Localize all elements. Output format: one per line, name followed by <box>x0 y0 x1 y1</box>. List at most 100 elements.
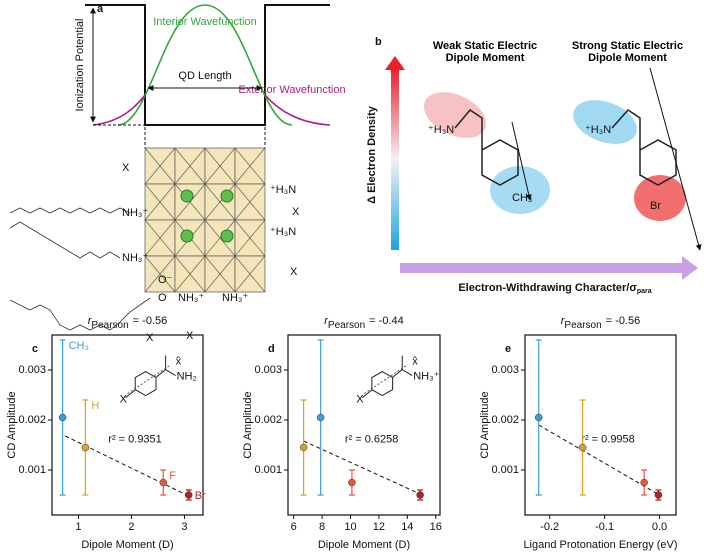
inset-label: NH₃⁺ <box>413 371 439 383</box>
y-tick-label: 0.002 <box>254 414 282 426</box>
annotation: r² = 0.9958 <box>581 433 635 445</box>
ligand-label: X <box>122 162 130 174</box>
lattice-diagonal <box>144 219 176 257</box>
y-axis-label: CD Amplitude <box>242 391 254 458</box>
annotation: r² = 0.6258 <box>345 433 399 445</box>
data-point <box>578 443 587 452</box>
panel-label: a <box>97 3 104 15</box>
x-axis-label: Dipole Moment (D) <box>81 539 173 551</box>
lattice-diagonal <box>204 147 236 185</box>
title-subscript: Pearson <box>91 320 128 331</box>
lattice-diagonal <box>204 255 236 293</box>
inset-axis <box>363 365 407 395</box>
molecule-label: ⁺H₃N <box>428 124 454 136</box>
data-point <box>299 443 308 452</box>
axis-label: Δ Electron Density <box>366 105 378 204</box>
x-tick-label: -0.2 <box>540 521 559 533</box>
ligand-label: ⁺H₃N <box>270 184 296 196</box>
y-tick-label: 0.002 <box>18 414 46 426</box>
potential-label: Ionization Potential <box>74 19 86 112</box>
inset-ring <box>134 371 157 397</box>
title-symbol: r <box>324 315 329 327</box>
ligand-label: X <box>290 266 298 278</box>
cation <box>220 189 234 203</box>
character-arrow-head <box>682 256 698 280</box>
inset-label: NH₂ <box>177 371 197 383</box>
lattice-diagonal <box>144 183 176 221</box>
point-label: CH₃ <box>69 340 89 352</box>
point-label: H <box>91 400 99 412</box>
exterior-label: Exterior Wavefunction <box>238 84 345 96</box>
panel-label: c <box>32 343 38 355</box>
dipole-arrow <box>511 121 532 201</box>
panel-a: a Ionization Potential Interior Wavefunc… <box>9 3 346 344</box>
panel-label: d <box>268 343 275 355</box>
x-axis-label: Ligand Protonation Energy (eV) <box>523 539 677 551</box>
x-tick-label: 0.0 <box>652 521 667 533</box>
y-axis-label: CD Amplitude <box>6 391 18 458</box>
x-tick-label: 3 <box>181 521 187 533</box>
ligand-label: NH₃⁺ <box>178 292 204 304</box>
ligand-label: ⁺H₃N <box>270 226 296 238</box>
y-tick-label: 0.001 <box>254 464 282 476</box>
lattice-diagonal <box>174 147 206 185</box>
title-subscript: Pearson <box>328 320 365 331</box>
lattice-diagonal <box>234 147 266 185</box>
molecule <box>611 109 677 186</box>
x-tick-label: 8 <box>319 521 325 533</box>
chart-title: rPearson = -0.44 <box>324 315 403 331</box>
title-box: Strong Static Electric Dipole Moment <box>572 40 683 64</box>
chart-title: rPearson = -0.56 <box>561 315 640 331</box>
inset-ring <box>371 371 394 397</box>
x-tick-label: 16 <box>430 521 442 533</box>
cation <box>180 229 194 243</box>
x-tick-label: 6 <box>291 521 297 533</box>
data-point <box>184 491 193 499</box>
weak-title: Weak Static Electric Dipole Moment <box>432 40 538 64</box>
alkyl-chain <box>9 297 151 331</box>
exterior-wavefunction <box>92 94 331 126</box>
y-axis-label: CD Amplitude <box>479 391 491 458</box>
density-arrow-head <box>385 56 405 70</box>
data-point <box>348 478 356 487</box>
axis-label-text: Electron-Withdrawing Character/σ <box>458 282 637 294</box>
cation <box>180 189 194 203</box>
x-axis-label: Dipole Moment (D) <box>318 539 410 551</box>
lattice-diagonal <box>234 183 266 221</box>
plot-frame <box>51 334 204 516</box>
density-lobe <box>490 166 550 214</box>
y-tick-label: 0.003 <box>491 364 519 376</box>
density-lobe <box>634 175 686 221</box>
lattice-diagonal <box>174 183 206 221</box>
molecule-label: CH₃ <box>512 192 532 204</box>
y-tick-label: 0.003 <box>18 364 46 376</box>
density-arrow <box>391 68 399 250</box>
ligand-label: NH₃⁺ <box>222 292 248 304</box>
title-symbol: r <box>561 315 566 327</box>
x-tick-label: -0.1 <box>595 521 614 533</box>
density-lobe <box>423 92 487 138</box>
lattice <box>144 147 266 293</box>
molecule-label: ⁺H₃N <box>585 124 611 136</box>
fit-line <box>303 440 421 495</box>
y-tick-label: 0.001 <box>491 464 519 476</box>
x-tick-label: 1 <box>75 521 81 533</box>
ligand-label: O⁻ <box>158 274 173 286</box>
inset-label: x̂ <box>176 356 182 368</box>
inset-bonds <box>125 355 176 398</box>
inset-label: x̂ <box>412 356 418 368</box>
title-symbol: r <box>88 315 93 327</box>
dipole-arrow <box>649 67 702 251</box>
panel-label: e <box>505 343 511 355</box>
data-point <box>58 413 67 422</box>
ligand-label: O <box>158 292 167 304</box>
lattice-diagonal <box>204 219 236 257</box>
fit-line <box>538 424 660 496</box>
inset-axis <box>127 365 170 395</box>
point-label: F <box>169 470 176 482</box>
title-box: Weak Static Electric Dipole Moment <box>432 40 538 64</box>
ligand-label: NH₃⁺ <box>122 252 148 264</box>
alkyl-chain <box>9 221 121 259</box>
molecule <box>454 109 519 186</box>
